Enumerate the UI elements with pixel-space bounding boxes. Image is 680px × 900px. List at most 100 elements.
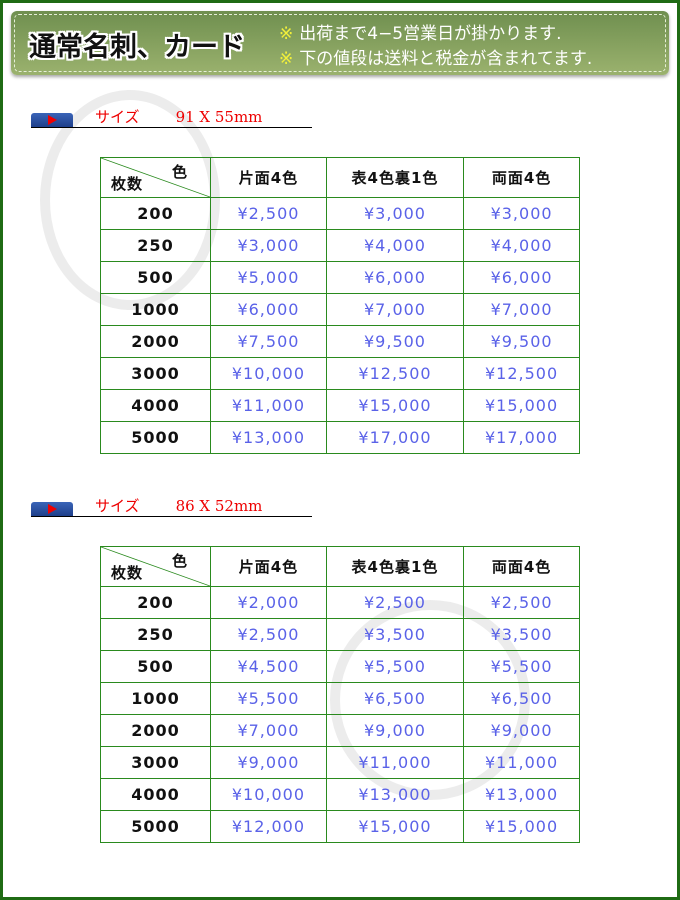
price-cell: ¥12,000 [210, 810, 327, 843]
price-cell: ¥2,000 [210, 586, 327, 619]
price-cell: ¥6,000 [325, 261, 465, 294]
price-cell: ¥5,000 [210, 261, 327, 294]
price-cell: ¥9,000 [463, 714, 580, 747]
quantity-cell: 1000 [100, 293, 211, 326]
price-cell: ¥9,000 [325, 714, 465, 747]
table-row: 1000 ¥6,000 ¥7,000 ¥7,000 [100, 293, 580, 326]
price-cell: ¥3,500 [325, 618, 465, 651]
price-cell: ¥7,500 [210, 325, 327, 358]
price-cell: ¥13,000 [325, 778, 465, 811]
table-row: 4000 ¥10,000 ¥13,000 ¥13,000 [100, 778, 580, 811]
table-row: 200 ¥2,000 ¥2,500 ¥2,500 [100, 586, 580, 619]
quantity-cell: 200 [100, 197, 211, 230]
price-cell: ¥5,500 [325, 650, 465, 683]
price-cell: ¥15,000 [463, 389, 580, 422]
table-row: 2000 ¥7,500 ¥9,500 ¥9,500 [100, 325, 580, 358]
quantity-cell: 4000 [100, 778, 211, 811]
quantity-cell: 5000 [100, 810, 211, 843]
quantity-cell: 2000 [100, 714, 211, 747]
price-cell: ¥5,500 [210, 682, 327, 715]
price-cell: ¥7,000 [210, 714, 327, 747]
table-row: 2000 ¥7,000 ¥9,000 ¥9,000 [100, 714, 580, 747]
quantity-cell: 5000 [100, 421, 211, 454]
price-cell: ¥2,500 [210, 618, 327, 651]
quantity-cell: 3000 [100, 746, 211, 779]
price-cell: ¥12,500 [463, 357, 580, 390]
table-row: 4000 ¥11,000 ¥15,000 ¥15,000 [100, 389, 580, 422]
price-cell: ¥11,000 [325, 746, 465, 779]
price-table-91x55: 色枚数 片面4色 表4色裏1色 両面4色 200 ¥2,500 ¥3,000 ¥3,000 25… [100, 157, 580, 454]
table-row: 3000 ¥9,000 ¥11,000 ¥11,000 [100, 746, 580, 779]
price-table-86x52: 色枚数 片面4色 表4色裏1色 両面4色 200 ¥2,000 ¥2,500 ¥2,500 25… [100, 546, 580, 843]
price-cell: ¥4,000 [325, 229, 465, 262]
price-cell: ¥6,000 [463, 261, 580, 294]
section-heading-86x52: サイズ 86 X 52mm [31, 497, 312, 517]
header-row: 色枚数 片面4色 表4色裏1色 両面4色 [100, 546, 580, 587]
header-row: 色枚数 片面4色 表4色裏1色 両面4色 [100, 157, 580, 198]
diagonal-header-cell: 色枚数 [100, 546, 211, 587]
quantity-cell: 250 [100, 229, 211, 262]
price-cell: ¥13,000 [210, 421, 327, 454]
price-cell: ¥15,000 [325, 810, 465, 843]
diagonal-header-cell: 色枚数 [100, 157, 211, 198]
quantity-cell: 250 [100, 618, 211, 651]
table-row: 250 ¥3,000 ¥4,000 ¥4,000 [100, 229, 580, 262]
column-header: 片面4色 [210, 157, 327, 198]
price-cell: ¥3,000 [325, 197, 465, 230]
price-cell: ¥17,000 [325, 421, 465, 454]
price-cell: ¥5,500 [463, 650, 580, 683]
arrow-tag-icon [31, 502, 73, 516]
column-header: 表4色裏1色 [325, 157, 465, 198]
quantity-cell: 1000 [100, 682, 211, 715]
price-cell: ¥6,000 [210, 293, 327, 326]
price-cell: ¥2,500 [210, 197, 327, 230]
price-cell: ¥2,500 [325, 586, 465, 619]
table-row: 200 ¥2,500 ¥3,000 ¥3,000 [100, 197, 580, 230]
price-cell: ¥17,000 [463, 421, 580, 454]
price-cell: ¥9,500 [325, 325, 465, 358]
quantity-cell: 2000 [100, 325, 211, 358]
section-heading-91x55: サイズ 91 X 55mm [31, 108, 312, 128]
column-header: 両面4色 [463, 546, 580, 587]
price-cell: ¥6,500 [325, 682, 465, 715]
price-cell: ¥4,500 [210, 650, 327, 683]
table-row: 5000 ¥13,000 ¥17,000 ¥17,000 [100, 421, 580, 454]
price-cell: ¥15,000 [463, 810, 580, 843]
table-row: 500 ¥5,000 ¥6,000 ¥6,000 [100, 261, 580, 294]
quantity-cell: 200 [100, 586, 211, 619]
price-cell: ¥4,000 [463, 229, 580, 262]
price-cell: ¥13,000 [463, 778, 580, 811]
note-shipping: ※ 出荷まで4−5営業日が掛かります. [279, 24, 562, 44]
column-header: 表4色裏1色 [325, 546, 465, 587]
price-cell: ¥7,000 [325, 293, 465, 326]
table-row: 500 ¥4,500 ¥5,500 ¥5,500 [100, 650, 580, 683]
price-cell: ¥3,500 [463, 618, 580, 651]
price-cell: ¥3,000 [210, 229, 327, 262]
quantity-cell: 500 [100, 650, 211, 683]
quantity-cell: 4000 [100, 389, 211, 422]
price-cell: ¥12,500 [325, 357, 465, 390]
price-cell: ¥9,000 [210, 746, 327, 779]
price-cell: ¥6,500 [463, 682, 580, 715]
price-cell: ¥3,000 [463, 197, 580, 230]
price-cell: ¥7,000 [463, 293, 580, 326]
note-price: ※ 下の値段は送料と税金が含まれてます. [279, 49, 593, 69]
table-row: 1000 ¥5,500 ¥6,500 ¥6,500 [100, 682, 580, 715]
price-cell: ¥11,000 [463, 746, 580, 779]
quantity-cell: 3000 [100, 357, 211, 390]
column-header: 片面4色 [210, 546, 327, 587]
price-cell: ¥11,000 [210, 389, 327, 422]
price-cell: ¥15,000 [325, 389, 465, 422]
price-cell: ¥10,000 [210, 357, 327, 390]
price-cell: ¥2,500 [463, 586, 580, 619]
table-row: 3000 ¥10,000 ¥12,500 ¥12,500 [100, 357, 580, 390]
arrow-tag-icon [31, 113, 73, 127]
header-banner: 通常名刺、カード ※ 出荷まで4−5営業日が掛かります. ※ 下の値段は送料と税金が… [11, 11, 669, 75]
price-cell: ¥9,500 [463, 325, 580, 358]
price-cell: ¥10,000 [210, 778, 327, 811]
table-row: 250 ¥2,500 ¥3,500 ¥3,500 [100, 618, 580, 651]
quantity-cell: 500 [100, 261, 211, 294]
column-header: 両面4色 [463, 157, 580, 198]
page-title: 通常名刺、カード [29, 32, 245, 63]
